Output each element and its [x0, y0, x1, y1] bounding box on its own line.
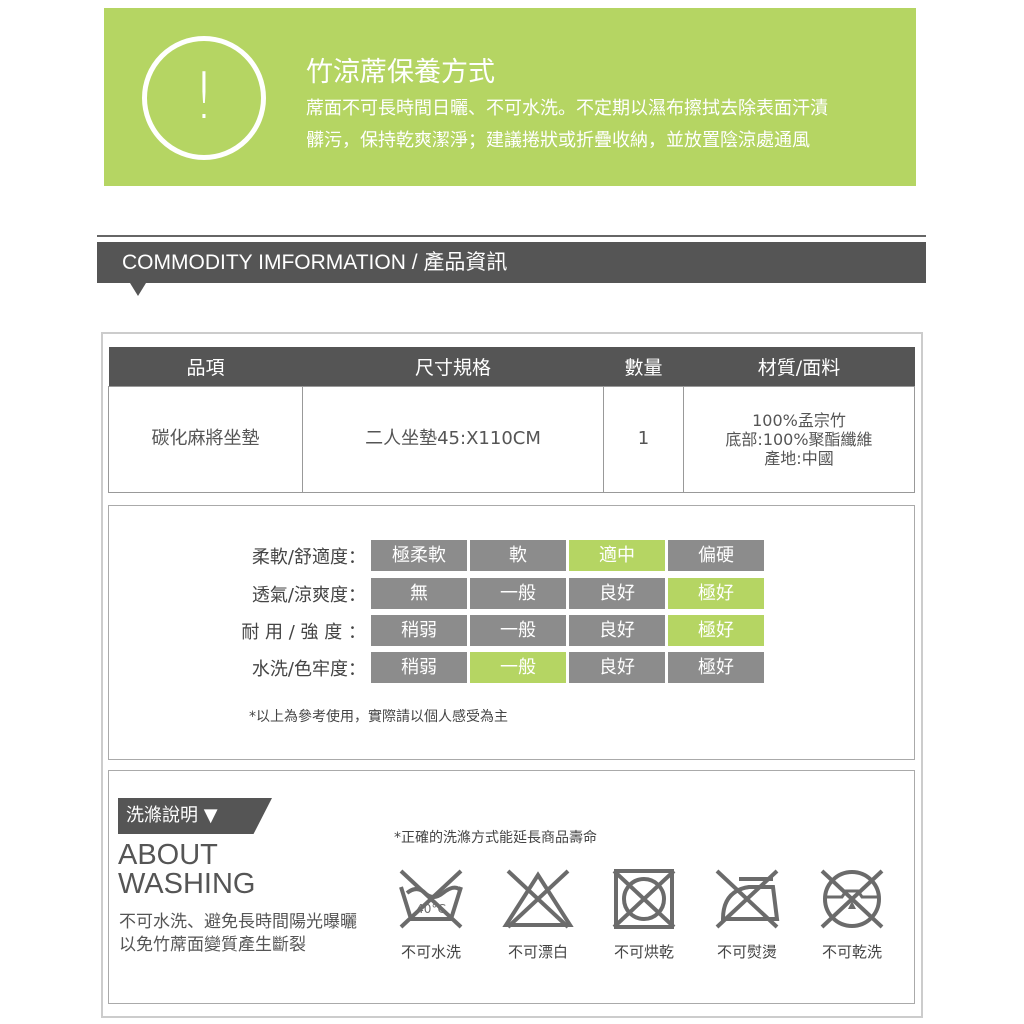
- product-table: 品項 尺寸規格 數量 材質/面料 碳化麻將坐墊 二人坐墊45:X110CM 1 …: [108, 347, 915, 493]
- rating-label: 水洗/色牢度：: [251, 658, 366, 680]
- heading-line: WASHING: [118, 868, 256, 900]
- care-label: 不可乾洗: [821, 943, 882, 961]
- care-symbol: 不可漂白: [498, 867, 578, 962]
- no-bleach-icon: [502, 869, 574, 929]
- rating-row: 耐 用 / 強 度 ：稍弱 一般 良好 極好: [109, 615, 767, 646]
- rating-cell: 一般: [470, 578, 566, 609]
- rating-cell-selected: 極好: [668, 615, 764, 646]
- exclamation-circle-icon: !: [142, 36, 266, 160]
- rating-row: 柔軟/舒適度： 極柔軟軟適中 偏硬: [109, 540, 767, 571]
- item-cell: 碳化麻將坐墊: [108, 385, 303, 493]
- washing-text: 不可水洗、避免長時間陽光曝曬: [119, 912, 357, 932]
- heading-line: ABOUT: [118, 839, 218, 871]
- rating-cell: 良好: [569, 652, 665, 683]
- banner-title: 竹涼蓆保養方式: [306, 57, 495, 88]
- qty-cell: 1: [603, 385, 684, 493]
- no-iron-icon: [715, 869, 780, 929]
- col-header: 材質/面料: [683, 347, 915, 386]
- rating-label: 柔軟/舒適度：: [251, 546, 366, 568]
- rating-cell: 良好: [569, 615, 665, 646]
- ratings-panel: 柔軟/舒適度： 極柔軟軟適中 偏硬 透氣/涼爽度：無一般 良好 極好耐 用 / 強 度 ：…: [108, 505, 915, 760]
- rating-cell: 軟: [470, 540, 566, 571]
- about-washing-heading: ABOUT WASHING: [118, 841, 255, 899]
- rating-cell: 良好: [569, 578, 665, 609]
- rating-cell-selected: 適中: [569, 540, 665, 571]
- rating-cell: 偏硬: [668, 540, 764, 571]
- material-line: 100%孟宗竹: [752, 410, 846, 430]
- rating-cell: 一般: [470, 615, 566, 646]
- rating-label: 耐 用 / 強 度 ：: [241, 621, 366, 643]
- care-symbol: 不可乾洗: [812, 867, 892, 962]
- material-line: 底部:100%聚酯纖維: [725, 429, 873, 449]
- material-cell: 100%孟宗竹 底部:100%聚酯纖維 產地:中國: [683, 385, 915, 493]
- care-label: 不可水洗: [400, 943, 461, 961]
- rating-cell: 稍弱: [371, 652, 467, 683]
- rating-row: 透氣/涼爽度：無一般 良好 極好: [109, 578, 767, 609]
- info-container: [101, 332, 923, 1018]
- no-wash-icon: 40°C: [399, 869, 463, 929]
- material-line: 產地:中國: [764, 448, 834, 468]
- rating-cell: 極柔軟: [371, 540, 467, 571]
- washing-text: 以免竹蓆面變質產生斷裂: [119, 935, 306, 955]
- table-row: 碳化麻將坐墊 二人坐墊45:X110CM 1 100%孟宗竹 底部:100%聚酯…: [108, 385, 915, 493]
- rating-cell-selected: 一般: [470, 652, 566, 683]
- ratings-note: *以上為參考使用，實際請以個人感受為主: [249, 709, 508, 725]
- care-label: 不可漂白: [507, 943, 568, 961]
- banner-line: 蓆面不可長時間日曬、不可水洗。不定期以濕布擦拭去除表面汗漬: [306, 98, 828, 119]
- col-header: 數量: [603, 347, 684, 386]
- rating-label: 透氣/涼爽度：: [251, 584, 366, 606]
- care-label: 不可烘乾: [613, 943, 674, 961]
- rating-cell-selected: 極好: [668, 578, 764, 609]
- rating-cell: 無: [371, 578, 467, 609]
- divider: [97, 235, 926, 237]
- care-label: 不可熨燙: [716, 943, 777, 961]
- rating-cell: 極好: [668, 652, 764, 683]
- no-dry-clean-icon: [820, 869, 884, 929]
- section-header: COMMODITY IMFORMATION / 產品資訊: [97, 242, 926, 283]
- no-tumble-dry-icon: [612, 869, 676, 929]
- col-header: 尺寸規格: [302, 347, 604, 386]
- washing-note: *正確的洗滌方式能延長商品壽命: [394, 830, 597, 846]
- care-symbol: 不可熨燙: [707, 867, 787, 962]
- rating-row: 水洗/色牢度： 稍弱 一般 良好 極好: [109, 652, 767, 683]
- washing-tag: 洗滌說明 ▼: [118, 798, 272, 834]
- size-cell: 二人坐墊45:X110CM: [302, 385, 604, 493]
- header-pointer: [130, 283, 146, 296]
- banner-line: 髒污，保持乾爽潔淨；建議捲狀或折疊收納，並放置陰涼處通風: [306, 130, 810, 151]
- col-header: 品項: [108, 347, 303, 386]
- care-symbol: 不可烘乾: [604, 867, 684, 962]
- care-symbol: 40°C 不可水洗: [391, 867, 471, 962]
- rating-cell: 稍弱: [371, 615, 467, 646]
- washing-panel: 洗滌說明 ▼ ABOUT WASHING 不可水洗、避免長時間陽光曝曬 以免竹蓆…: [108, 770, 915, 1004]
